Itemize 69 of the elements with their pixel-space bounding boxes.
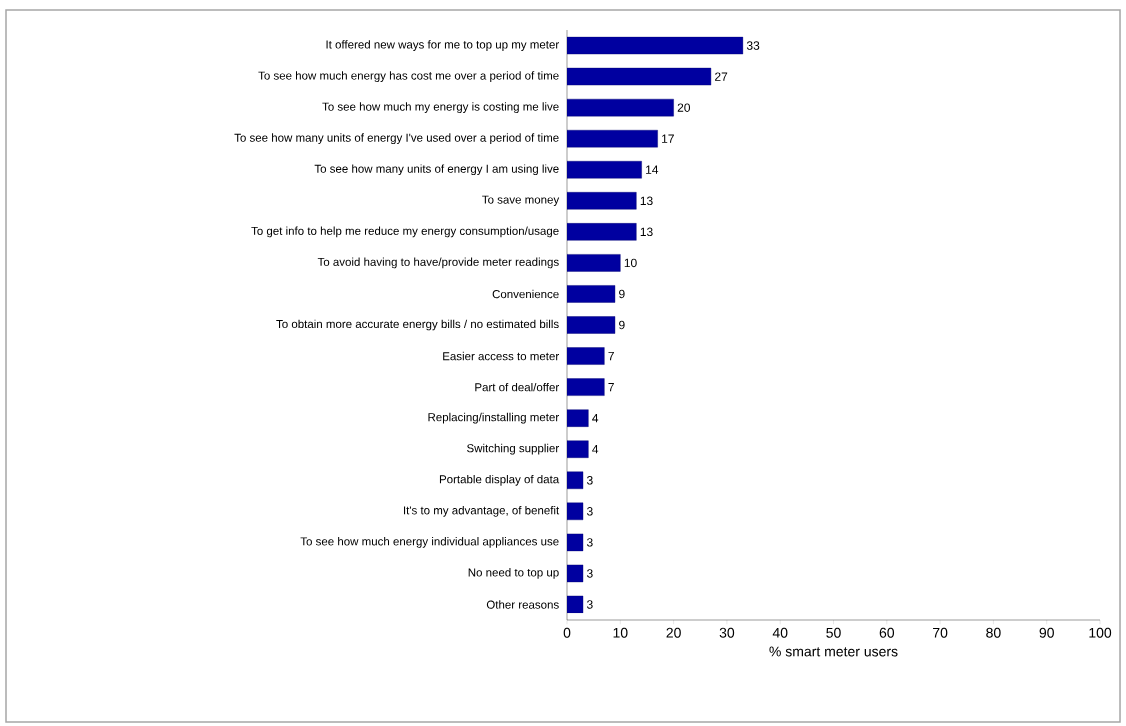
y-tick-label: To see how many units of energy I've used over a period of time	[234, 133, 559, 145]
bar	[567, 223, 637, 241]
x-tick-label: 40	[772, 627, 788, 638]
bar	[567, 254, 621, 272]
data-label: 33	[746, 41, 760, 50]
data-label: 13	[640, 196, 653, 206]
data-label: 9	[619, 320, 625, 330]
data-label: 3	[586, 476, 593, 485]
x-tick-label: 90	[1039, 627, 1054, 638]
x-tick-label: 20	[666, 627, 681, 638]
x-tick-label: 0	[563, 627, 571, 638]
data-label: 3	[586, 507, 593, 516]
y-tick-label: Portable display of data	[439, 474, 560, 486]
data-label: 13	[640, 227, 653, 237]
data-label: 4	[592, 414, 599, 423]
data-label: 14	[646, 165, 659, 174]
data-label: 7	[608, 382, 614, 392]
bar	[567, 36, 744, 55]
y-tick-label: Convenience	[492, 289, 559, 299]
data-label: 7	[608, 351, 614, 361]
x-tick-label: 80	[986, 627, 1001, 638]
y-tick-label: To see how much energy individual appliances use	[300, 537, 559, 548]
y-tick-label: Replacing/installing meter	[428, 412, 559, 424]
y-tick-label: To see how much my energy is costing me live	[322, 102, 559, 113]
y-tick-label: To see how much energy has cost me over a period of time	[258, 71, 559, 82]
bar	[567, 347, 605, 365]
bar	[567, 471, 584, 489]
data-label: 9	[619, 289, 625, 299]
bar	[567, 502, 584, 521]
bar	[567, 409, 589, 427]
bar	[567, 285, 616, 303]
data-label: 17	[662, 134, 674, 143]
data-label: 3	[586, 538, 593, 547]
bar	[567, 129, 658, 148]
y-tick-label: To get info to help me reduce my energy consumption/usage	[251, 226, 559, 238]
bar	[567, 533, 584, 552]
y-tick-label: To obtain more accurate energy bills / no estimated bills	[276, 319, 559, 331]
y-tick-label: No need to top up	[468, 568, 559, 579]
x-tick-label: 60	[879, 627, 895, 638]
y-tick-label: To avoid having to have/provide meter readings	[317, 257, 559, 269]
bar	[567, 378, 605, 396]
data-label: 3	[586, 600, 593, 609]
y-tick-label: Easier access to meter	[443, 351, 559, 361]
bar	[567, 316, 616, 334]
bar	[567, 440, 589, 458]
x-tick-label: 10	[613, 627, 628, 638]
y-tick-label: Part of deal/offer	[475, 382, 560, 392]
bar	[567, 67, 712, 86]
x-tick-label: 100	[1089, 627, 1112, 638]
x-axis-title: % smart meter users	[769, 646, 898, 657]
y-tick-label: It offered new ways for me to top up my meter	[326, 40, 559, 51]
x-tick-label: 30	[719, 627, 735, 638]
data-label: 10	[624, 258, 637, 268]
y-tick-label: Other reasons	[486, 600, 559, 609]
bar	[567, 595, 584, 614]
data-label: 20	[677, 103, 691, 112]
data-label: 3	[586, 569, 593, 578]
y-tick-label: It's to my advantage, of benefit	[404, 505, 560, 517]
x-tick-label: 70	[933, 627, 948, 638]
y-tick-label: To save money	[482, 195, 560, 206]
bar	[567, 192, 637, 210]
data-label: 27	[715, 72, 728, 81]
data-label: 4	[592, 445, 599, 454]
bar	[567, 564, 584, 583]
x-tick-label: 50	[826, 627, 841, 638]
bar	[567, 161, 642, 179]
bar	[567, 98, 674, 117]
y-tick-label: To see how many units of energy I am using live	[314, 164, 559, 176]
y-tick-label: Switching supplier	[467, 443, 559, 455]
